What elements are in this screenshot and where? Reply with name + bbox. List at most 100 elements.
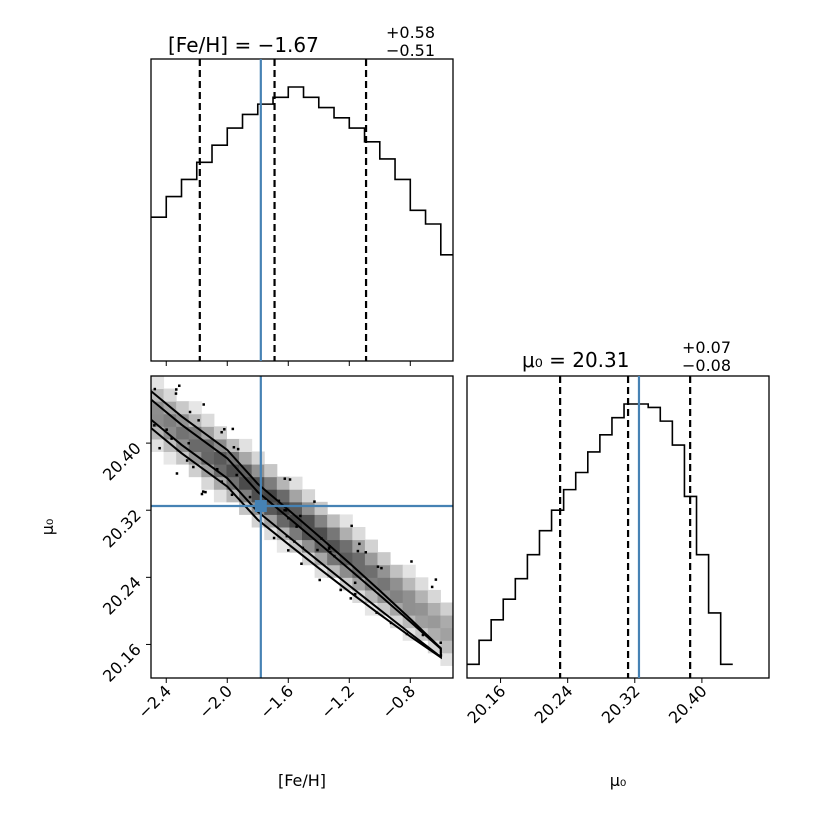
tick-label-mu0-y-2: 20.32 [99,506,145,552]
density-cell [339,527,353,541]
density-cell [402,589,416,603]
scatter-point [185,459,189,462]
density-cell [264,464,278,478]
scatter-point [380,566,383,570]
hist-feh-steps [151,86,453,256]
tick-label-feh-1: −2.0 [195,681,236,722]
density-cell [188,464,202,478]
scatter-point [299,514,302,518]
scatter-point [295,525,298,528]
scatter-point [188,410,192,414]
scatter-point [220,480,224,483]
tick-label-mu0-x-0: 20.16 [464,681,510,727]
density-cell [289,539,303,553]
scatter-point [375,611,378,614]
scatter-point [300,562,303,565]
tick-label-feh-0: −2.4 [134,681,175,722]
density-cell [302,501,316,515]
scatter-point [283,477,287,480]
xlabel-mu0: μ₀ [610,771,627,790]
density-cell [427,627,441,641]
title-mu0-minus: −0.08 [682,356,731,375]
density-cell [251,451,265,465]
density-layer [151,376,453,666]
density-cell [364,539,378,553]
density-cell [440,652,453,666]
density-cell [339,514,353,528]
density-cell [402,577,416,591]
scatter-point [328,545,331,548]
hist-mu0-steps [467,403,733,666]
scatter-point [215,467,219,471]
density-cell [327,527,341,541]
scatter-point [232,446,236,449]
tick-label-mu0-x-2: 20.32 [598,681,644,727]
density-cell [163,388,177,402]
scatter-point [230,493,234,497]
scatter-point [272,536,276,540]
density-cell [352,552,366,566]
scatter-point [284,509,288,512]
title-feh: [Fe/H] = −1.67 [168,33,319,57]
scatter-point [353,581,357,585]
density-cell [377,552,391,566]
density-cell [327,539,341,553]
scatter-point [316,548,319,552]
density-cell [176,401,190,415]
density-cell [289,476,303,490]
scatter-point [313,500,316,503]
density-cell [276,514,290,528]
density-cell [415,577,429,591]
title-feh-minus: −0.51 [386,41,435,60]
hist-feh-frame [150,58,454,362]
scatter-point [175,472,179,475]
density-cell [201,476,215,490]
density-cell [201,413,215,427]
tick-label-mu0-y-0: 20.16 [99,640,145,686]
tick-label-feh-4: −0.8 [378,681,419,722]
density-cell [415,589,429,603]
density-cell [251,464,265,478]
density-cell [314,514,328,528]
contour-inner [151,398,442,659]
hist-panel-mu0: 20.16 20.24 20.32 20.40 [464,375,770,727]
density-cell [440,602,453,616]
density-cell [377,577,391,591]
scatter-point [301,546,305,550]
tick-label-mu0-x-3: 20.40 [665,681,711,727]
density-cell [188,401,202,415]
density-cell [302,514,316,528]
scatter-point [178,384,181,387]
scatter-point [293,540,296,543]
truth-marker [254,500,267,513]
scatter-point [153,387,157,391]
density-cell [390,564,404,578]
scatter-point [158,446,161,450]
scatter-point [201,490,205,493]
density-cell [440,627,453,641]
ylabel-mu0: μ₀ [38,519,57,536]
density-cell [213,489,227,503]
density-cell [239,438,253,452]
density-cell [302,489,316,503]
density-cell [377,602,391,616]
density-cell [427,615,441,629]
density-cell [151,438,165,452]
density-cell [402,602,416,616]
density-cell [314,501,328,515]
density-cell [415,602,429,616]
density-panel: −2.4 −2.0 −1.6 −1.2 −0.8 20.16 20.24 20.32 20.40 [99,375,454,722]
scatter-point [287,516,290,520]
density-cell [314,552,328,566]
density-cell [226,438,240,452]
tick-label-mu0-y-3: 20.40 [99,439,145,485]
scatter-point [204,490,207,494]
density-cell [151,376,165,390]
density-cell [314,527,328,541]
scatter-point [439,641,442,644]
density-cell [440,615,453,629]
xlabel-feh: [Fe/H] [278,771,326,790]
scatter-point [192,465,195,469]
scatter-point [329,550,332,554]
hist-mu0-frame [466,375,770,679]
